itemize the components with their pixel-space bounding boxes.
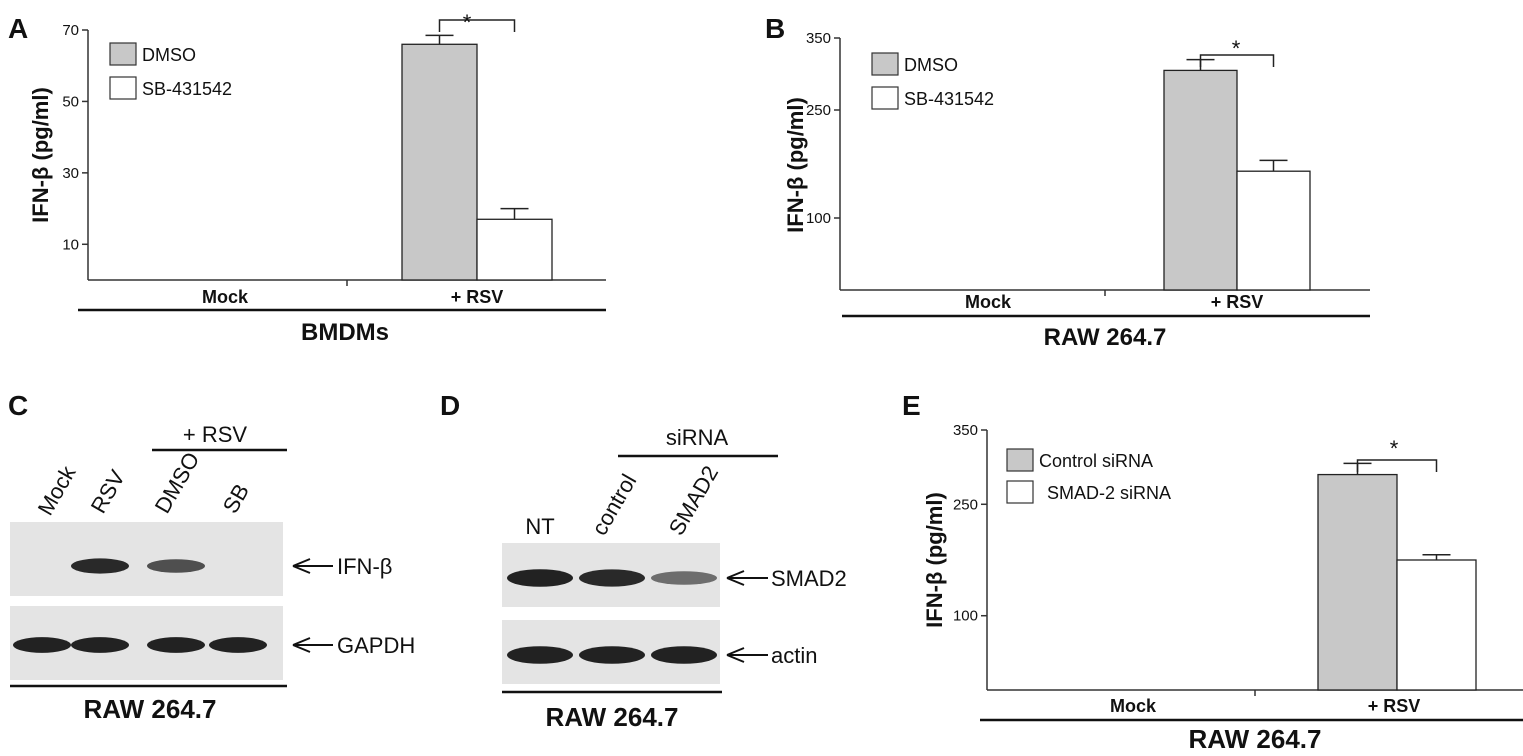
panel-e-significance: * [1390, 436, 1399, 461]
band-gapdh [147, 637, 205, 653]
panel-e-category-rsv: + RSV [1368, 696, 1421, 716]
y-tick-label: 350 [806, 30, 831, 47]
panel-e-category-mock: Mock [1110, 696, 1157, 716]
legend-swatch-sb [109, 76, 137, 100]
legend-label-dmso: DMSO [142, 45, 196, 65]
panel-c-bands [13, 558, 267, 653]
panel-e-cell-line: RAW 264.7 [1189, 724, 1322, 754]
significance-bracket [1356, 459, 1438, 472]
band-gapdh [209, 637, 267, 653]
panel-e-axes: 100 250 350 [953, 422, 1523, 696]
y-tick-label: 250 [806, 102, 831, 119]
panel-c-lane-dmso: DMSO [150, 448, 205, 518]
panel-a-axes: 10 30 50 70 [62, 19, 606, 286]
panel-e-ylabel: IFN-β (pg/ml) [922, 492, 947, 628]
panel-c-row-gapdh: GAPDH [337, 633, 415, 658]
panel-d-group-label: siRNA [666, 425, 729, 450]
panel-b-legend: DMSO SB-431542 [871, 52, 994, 110]
panel-d-lane-control: control [587, 470, 642, 540]
arrow-ifnb [292, 558, 333, 574]
panel-b-letter: B [765, 13, 785, 44]
panel-b-cell-line: RAW 264.7 [1044, 324, 1167, 351]
legend-swatch-dmso [871, 52, 899, 76]
panel-a-letter: A [8, 13, 28, 44]
y-tick-label: 30 [62, 165, 79, 182]
y-tick-label: 10 [62, 236, 79, 253]
panel-e-legend: Control siRNA SMAD-2 siRNA [1006, 448, 1171, 504]
arrow-smad2 [726, 570, 768, 586]
panel-d-row-smad2: SMAD2 [771, 566, 847, 591]
legend-swatch-sb [871, 86, 899, 110]
panel-d-lane-nt: NT [525, 514, 554, 539]
bar-sb-431542 [476, 218, 553, 281]
panel-b-ylabel: IFN-β (pg/ml) [783, 97, 808, 233]
legend-label-sb: SB-431542 [142, 79, 232, 99]
legend-swatch-control-sirna [1006, 448, 1034, 472]
panel-b-axes: 100 250 350 [806, 30, 1370, 296]
panel-d-bands [507, 569, 717, 664]
band-gapdh [13, 637, 71, 653]
gel-strip-ifnb [10, 522, 283, 596]
panel-a-category-mock: Mock [202, 287, 249, 307]
significance-bracket [438, 19, 516, 32]
panel-b-significance: * [1232, 36, 1241, 61]
panel-d-cell-line: RAW 264.7 [546, 702, 679, 732]
y-tick-label: 100 [806, 210, 831, 227]
y-tick-label: 100 [953, 608, 978, 625]
legend-label-sb: SB-431542 [904, 89, 994, 109]
panel-d-letter: D [440, 390, 460, 421]
legend-label-dmso: DMSO [904, 55, 958, 75]
band-smad2 [507, 569, 573, 587]
y-tick-label: 250 [953, 496, 978, 513]
band-actin [579, 646, 645, 664]
panel-c: C + RSV Mock RSV DMSO SB IFN-β GAPDH RAW… [8, 390, 415, 724]
y-tick-label: 350 [953, 422, 978, 439]
bar-control-sirna [1317, 473, 1398, 691]
panel-a-ylabel: IFN-β (pg/ml) [28, 87, 53, 223]
panel-a-legend: DMSO SB-431542 [109, 42, 232, 100]
panel-b-category-mock: Mock [965, 292, 1012, 312]
legend-label-smad2-sirna: SMAD-2 siRNA [1047, 483, 1171, 503]
y-tick-label: 70 [62, 22, 79, 39]
panel-c-group-label: + RSV [183, 422, 248, 447]
panel-d-lane-smad2: SMAD2 [664, 461, 724, 539]
panel-a-category-rsv: + RSV [451, 287, 504, 307]
band-smad2 [579, 569, 645, 587]
y-tick-label: 50 [62, 93, 79, 110]
panel-c-cell-line: RAW 264.7 [84, 694, 217, 724]
bar-dmso [1163, 69, 1238, 291]
bar-dmso [401, 43, 478, 281]
significance-bracket [1199, 54, 1275, 67]
band-actin [651, 646, 717, 664]
band-gapdh [71, 637, 129, 653]
arrow-actin [726, 647, 768, 663]
panel-b-category-rsv: + RSV [1211, 292, 1264, 312]
panel-c-lane-mock: Mock [33, 461, 81, 520]
panel-a-significance: * [463, 10, 472, 35]
legend-swatch-smad2-sirna [1006, 480, 1034, 504]
panel-b: B IFN-β (pg/ml) 100 250 350 DMSO SB-431542… [765, 13, 1370, 351]
band-ifn- [71, 558, 129, 574]
panel-e: E IFN-β (pg/ml) 100 250 350 Control siRNA … [902, 390, 1523, 754]
panel-e-letter: E [902, 390, 921, 421]
band-ifn- [147, 559, 205, 573]
band-smad2 [651, 571, 717, 585]
bar-sb-431542 [1236, 170, 1311, 291]
panel-a-cell-line: BMDMs [301, 319, 389, 346]
panel-c-lane-sb: SB [218, 480, 254, 518]
arrow-gapdh [292, 637, 333, 653]
legend-swatch-dmso [109, 42, 137, 66]
panel-c-letter: C [8, 390, 28, 421]
band-actin [507, 646, 573, 664]
panel-d-row-actin: actin [771, 643, 817, 668]
legend-label-control-sirna: Control siRNA [1039, 451, 1153, 471]
panel-c-row-ifnb: IFN-β [337, 554, 392, 579]
panel-d: D siRNA NT control SMAD2 SMAD2 actin RAW… [440, 390, 847, 732]
panel-c-lane-rsv: RSV [86, 466, 130, 518]
bar-smad-2-sirna [1396, 559, 1477, 691]
